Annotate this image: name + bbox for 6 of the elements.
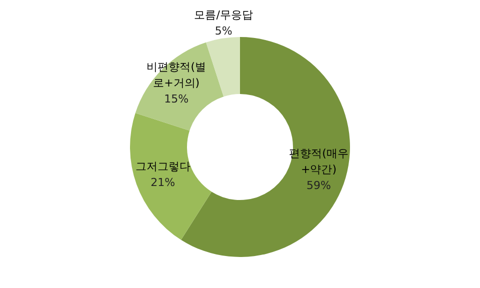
data-label: 21% xyxy=(150,176,176,189)
data-label: 59% xyxy=(306,178,331,192)
slice-label: 모름/무응답 xyxy=(194,8,253,22)
data-label: 5% xyxy=(214,24,232,38)
data-label: 15% xyxy=(164,92,189,106)
slice-label: 그저그렇다 xyxy=(135,160,190,173)
